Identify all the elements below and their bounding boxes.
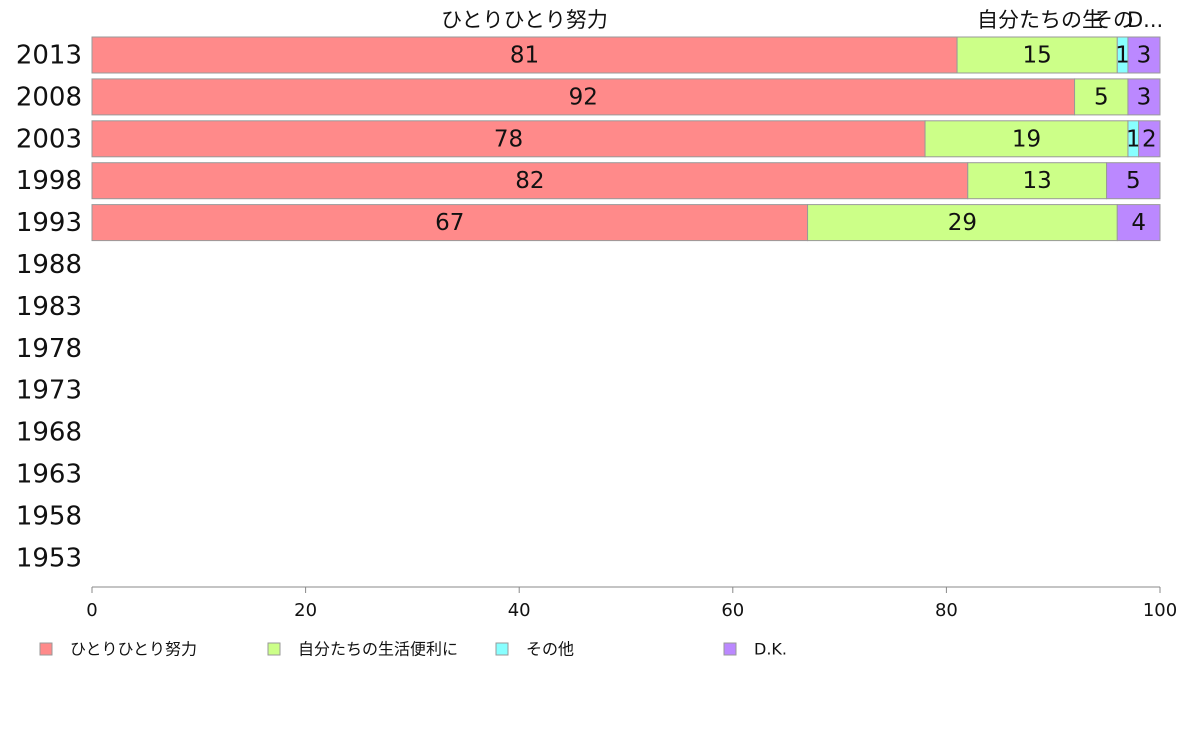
bar-2013-series-3 xyxy=(1127,36,1161,74)
data-label-1993-series-3: 4 xyxy=(1131,210,1146,236)
legend: ひとりひとり努力 自分たちの生活便利に その他 D.K. xyxy=(39,640,787,659)
bar-2003-series-3 xyxy=(1138,120,1161,158)
bar-2008-series-1 xyxy=(1074,78,1129,116)
y-tick-label-2008: 2008 xyxy=(16,82,82,112)
data-label-1998-series-3: 5 xyxy=(1126,168,1141,194)
y-tick-label-1968: 1968 xyxy=(16,418,82,448)
data-label-2013-series-0: 81 xyxy=(510,43,539,69)
data-label-2013-series-3: 3 xyxy=(1137,43,1152,69)
legend-label-series-2: その他 xyxy=(526,640,574,659)
y-tick-label-2003: 2003 xyxy=(16,124,82,154)
y-tick-label-2013: 2013 xyxy=(16,41,82,71)
data-label-2003-series-2: 1 xyxy=(1126,126,1141,152)
data-label-2008-series-3: 3 xyxy=(1137,84,1152,110)
y-tick-label-1953: 1953 xyxy=(16,543,82,573)
bar-1998-series-0 xyxy=(91,162,969,200)
data-label-2013-series-1: 15 xyxy=(1023,43,1052,69)
bars: 81 15 1 392 5 378 19 1 282 13 567 29 4 xyxy=(91,36,1161,242)
x-tick-label-0: 0 xyxy=(86,600,97,621)
y-tick-label-1973: 1973 xyxy=(16,376,82,406)
column-headers: ひとりひとり努力 自分たちの生そのD... xyxy=(441,8,1163,32)
x-axis: 0 20 40 60 80 100 xyxy=(86,586,1177,621)
legend-label-series-1: 自分たちの生活便利に xyxy=(298,640,458,659)
data-label-2008-series-0: 92 xyxy=(569,84,598,110)
column-header-series-2: その xyxy=(1092,8,1134,32)
column-header-series-3: D... xyxy=(1127,8,1163,32)
bar-2003-series-1 xyxy=(924,120,1129,158)
data-label-1998-series-1: 13 xyxy=(1023,168,1052,194)
data-label-2003-series-0: 78 xyxy=(494,126,523,152)
y-tick-label-1988: 1988 xyxy=(16,250,82,280)
legend-swatch-series-3 xyxy=(723,642,737,656)
legend-label-series-0: ひとりひとり努力 xyxy=(70,640,197,659)
x-tick-label-20: 20 xyxy=(294,600,317,621)
legend-label-series-3: D.K. xyxy=(754,640,787,659)
bar-1998-series-3 xyxy=(1106,162,1161,200)
y-tick-label-1958: 1958 xyxy=(16,501,82,531)
data-label-1993-series-0: 67 xyxy=(435,210,464,236)
x-tick-label-60: 60 xyxy=(721,600,744,621)
legend-swatch-series-0 xyxy=(39,642,53,656)
bar-1993-series-0 xyxy=(91,204,809,242)
y-tick-label-1983: 1983 xyxy=(16,292,82,322)
data-label-2013-series-2: 1 xyxy=(1115,43,1130,69)
data-label-2003-series-3: 2 xyxy=(1142,126,1157,152)
bar-2003-series-0 xyxy=(91,120,926,158)
data-label-2003-series-1: 19 xyxy=(1012,126,1041,152)
bar-2013-series-0 xyxy=(91,36,958,74)
y-tick-label-1978: 1978 xyxy=(16,334,82,364)
bar-2013-series-1 xyxy=(956,36,1118,74)
y-tick-label-1998: 1998 xyxy=(16,166,82,196)
x-tick-label-80: 80 xyxy=(935,600,958,621)
y-tick-label-1993: 1993 xyxy=(16,208,82,238)
legend-swatch-series-1 xyxy=(267,642,281,656)
legend-swatch-series-2 xyxy=(495,642,509,656)
data-label-2008-series-1: 5 xyxy=(1094,84,1109,110)
column-header-series-1: 自分たちの生 xyxy=(977,8,1103,32)
x-tick-label-100: 100 xyxy=(1143,600,1177,621)
column-header-series-0: ひとりひとり努力 xyxy=(441,8,608,32)
y-tick-label-1963: 1963 xyxy=(16,460,82,490)
data-label-1998-series-0: 82 xyxy=(515,168,544,194)
bar-1998-series-1 xyxy=(967,162,1108,200)
bar-1993-series-3 xyxy=(1116,204,1161,242)
y-axis-labels: 2013 2008 2003 1998 1993 1988 1983 1978 1973 1968… xyxy=(16,41,82,574)
x-tick-label-40: 40 xyxy=(508,600,531,621)
bar-2008-series-3 xyxy=(1127,78,1161,116)
data-label-1993-series-1: 29 xyxy=(948,210,977,236)
